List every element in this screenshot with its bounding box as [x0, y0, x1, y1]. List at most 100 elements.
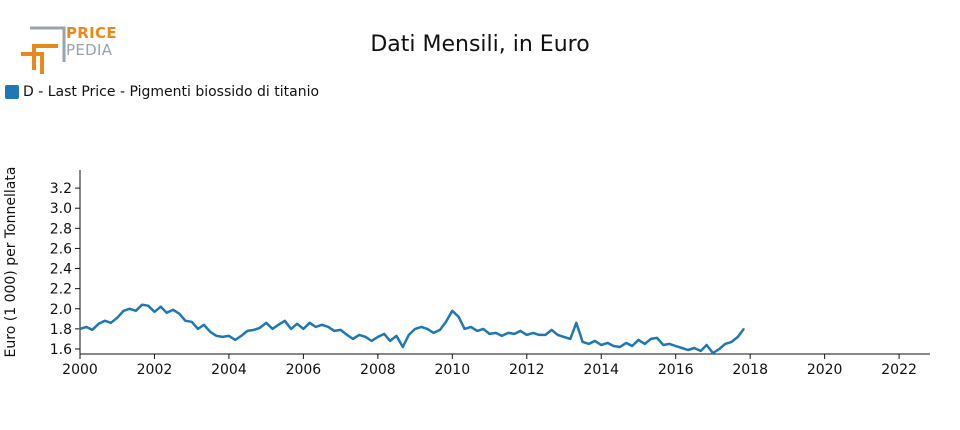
data-point — [569, 338, 572, 340]
data-point — [395, 335, 398, 337]
data-point — [153, 310, 156, 313]
data-point — [426, 327, 429, 330]
data-point — [556, 333, 559, 336]
data-point — [699, 350, 702, 352]
data-point — [383, 332, 386, 335]
data-point — [742, 327, 745, 330]
data-point — [376, 336, 379, 338]
logo-word-pedia: PEDIA — [66, 41, 113, 59]
data-point — [662, 344, 665, 346]
data-point — [290, 327, 293, 330]
data-point — [488, 332, 491, 335]
data-point — [296, 322, 298, 325]
data-point — [346, 333, 348, 336]
data-point — [389, 340, 392, 342]
data-point — [631, 345, 634, 347]
series-line — [79, 303, 745, 355]
data-point — [494, 331, 497, 334]
y-tick-label: 2.0 — [50, 302, 72, 318]
data-point — [575, 321, 578, 324]
x-tick-label: 2014 — [583, 362, 619, 378]
x-tick-label: 2008 — [360, 362, 396, 378]
data-point — [550, 328, 553, 331]
logo-gray-bracket — [30, 26, 66, 62]
x-tick-label: 2004 — [211, 362, 247, 378]
data-point — [333, 329, 336, 332]
data-point — [79, 327, 81, 330]
data-point — [104, 319, 106, 322]
data-point — [730, 341, 733, 343]
data-point — [172, 308, 174, 311]
data-point — [736, 336, 739, 338]
data-point — [308, 321, 311, 324]
data-point — [197, 327, 199, 330]
data-point — [283, 319, 286, 322]
data-point — [134, 309, 137, 312]
data-point — [656, 337, 658, 339]
data-point — [612, 345, 615, 347]
data-point — [240, 335, 243, 337]
x-tick-label: 2010 — [434, 362, 470, 378]
data-point — [141, 303, 144, 306]
data-point — [209, 330, 212, 333]
data-point — [234, 339, 237, 341]
y-tick-label: 1.8 — [50, 322, 72, 338]
data-point — [581, 341, 584, 343]
data-point — [519, 329, 522, 332]
data-point — [724, 343, 727, 345]
data-point — [718, 348, 721, 350]
data-point — [401, 346, 404, 348]
chart-title: Dati Mensili, in Euro — [370, 32, 590, 57]
legend-label: D - Last Price - Pigmenti biossido di ti… — [23, 84, 320, 100]
data-point — [147, 304, 150, 307]
x-tick-label: 2020 — [807, 362, 843, 378]
x-tick-label: 2006 — [286, 362, 322, 378]
data-point — [625, 342, 628, 344]
data-point — [463, 327, 466, 330]
data-point — [538, 333, 540, 336]
data-point — [513, 332, 516, 335]
pricepedia-logo: PRICE PEDIA — [18, 24, 128, 74]
data-point — [532, 331, 535, 334]
data-point — [339, 328, 342, 331]
data-point — [618, 346, 621, 348]
data-point — [252, 328, 255, 331]
data-point — [178, 312, 181, 315]
data-point — [277, 323, 280, 326]
data-point — [525, 333, 528, 336]
data-point — [122, 309, 125, 312]
data-point — [643, 343, 646, 345]
y-tick-label: 2.6 — [50, 241, 72, 257]
data-point — [358, 333, 361, 336]
data-point — [500, 335, 503, 337]
data-point — [228, 335, 230, 337]
data-point — [91, 328, 94, 331]
data-point — [215, 335, 218, 337]
data-point — [637, 339, 640, 341]
data-point — [370, 340, 373, 342]
data-point — [439, 328, 441, 331]
data-point — [85, 325, 88, 328]
data-point — [97, 322, 100, 325]
data-point — [445, 320, 447, 323]
logo-orange-bracket-inner — [21, 52, 44, 74]
data-point — [470, 325, 472, 328]
data-point — [563, 336, 565, 338]
data-point — [606, 342, 609, 344]
data-point — [649, 338, 652, 340]
y-tick-label: 1.6 — [50, 342, 72, 358]
y-tick-label: 2.4 — [50, 262, 72, 278]
data-point — [302, 327, 305, 330]
data-point — [407, 333, 410, 336]
data-point — [476, 329, 479, 332]
data-point — [507, 331, 510, 334]
data-point — [594, 340, 596, 342]
data-point — [420, 325, 423, 328]
x-tick-label: 2016 — [658, 362, 694, 378]
data-point — [314, 325, 317, 328]
data-point — [451, 309, 454, 312]
data-point — [687, 349, 689, 351]
data-point — [271, 327, 274, 330]
data-point — [588, 343, 590, 345]
